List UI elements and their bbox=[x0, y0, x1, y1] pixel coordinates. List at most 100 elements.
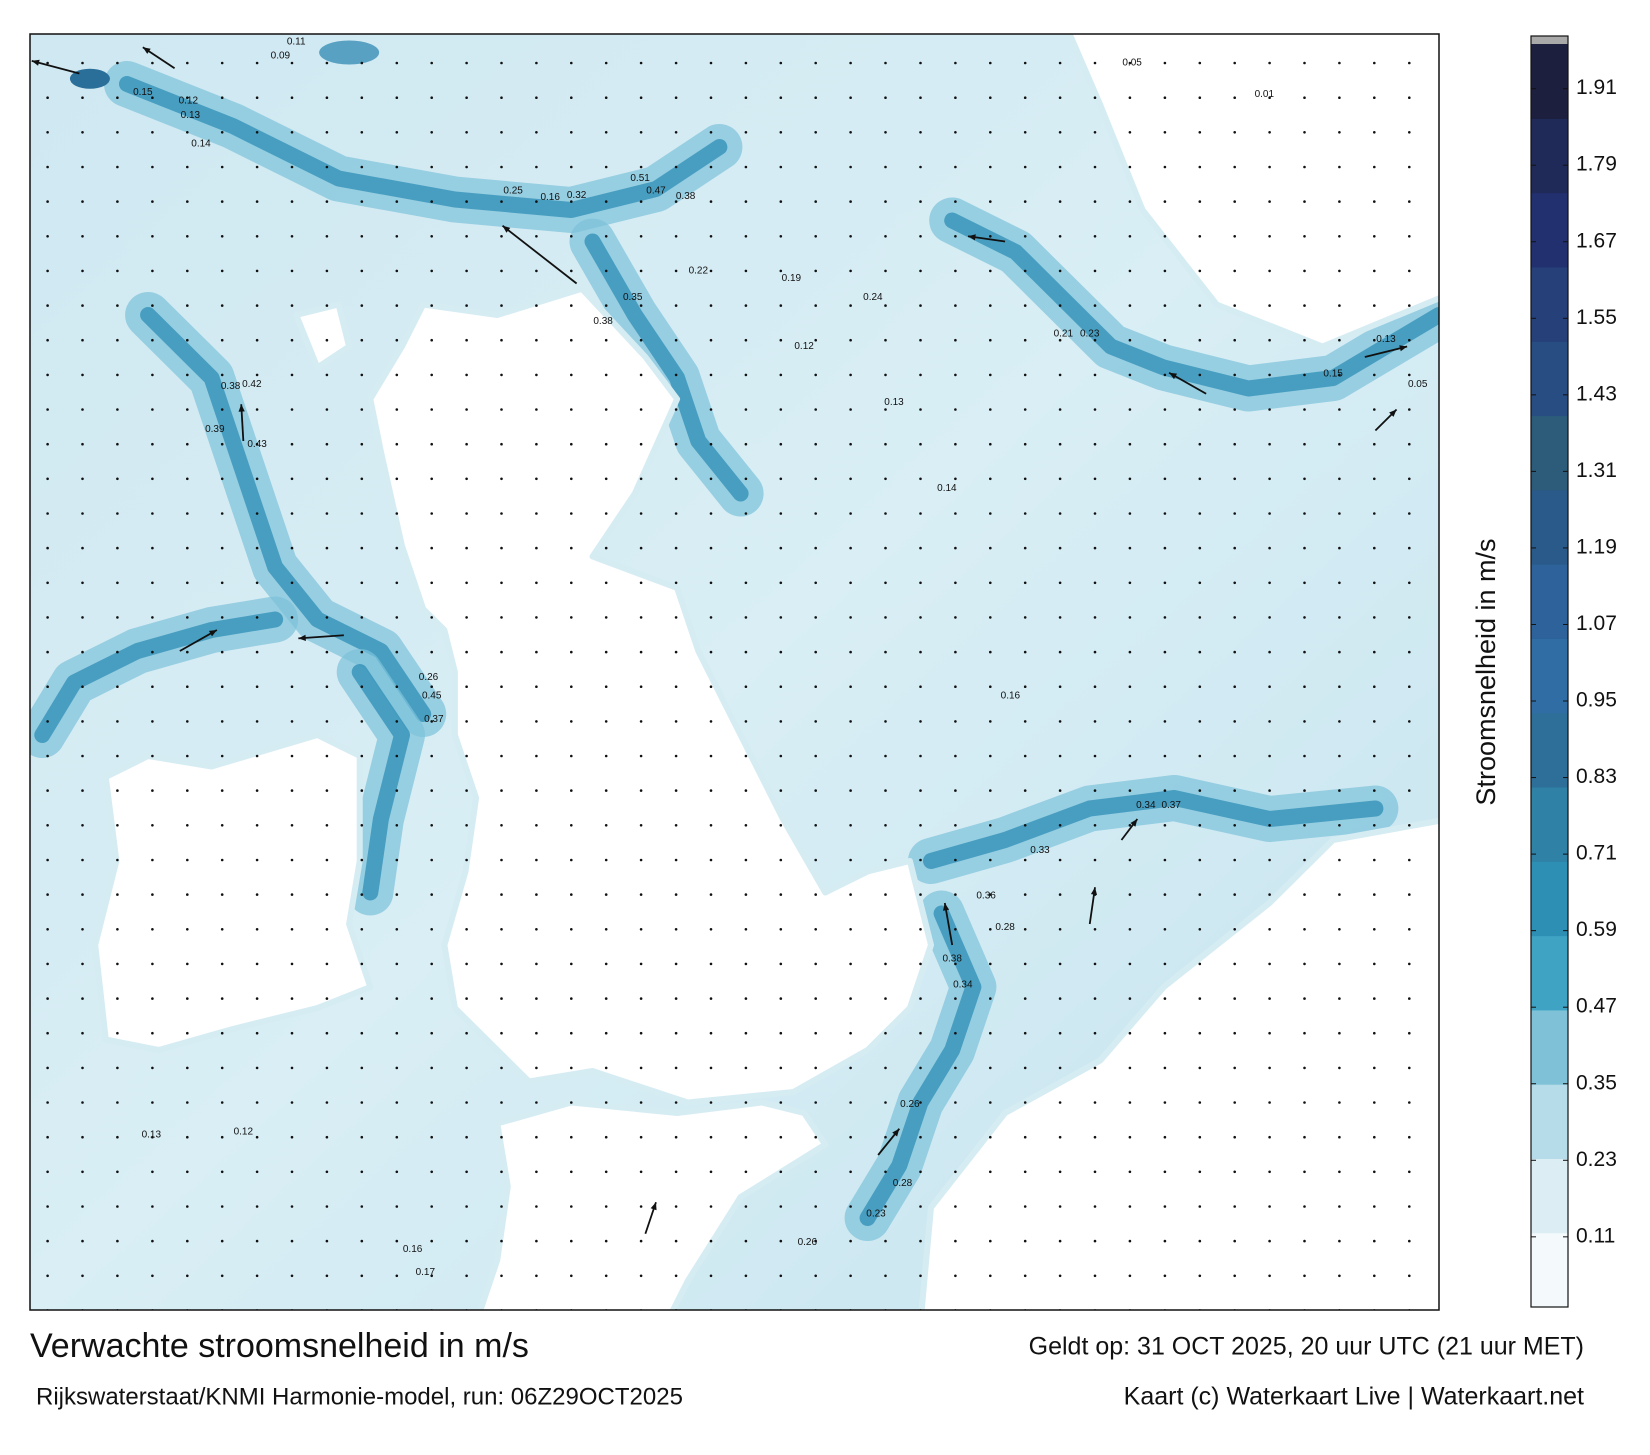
vector-dot bbox=[116, 1170, 119, 1174]
vector-dot bbox=[674, 1170, 678, 1174]
speed-label: 0.14 bbox=[191, 138, 211, 149]
vector-dot bbox=[151, 1274, 154, 1278]
vector-dot bbox=[1338, 754, 1341, 758]
vector-dot bbox=[116, 131, 119, 134]
vector-dot bbox=[1268, 200, 1271, 203]
vector-dot bbox=[884, 131, 887, 134]
vector-dot bbox=[465, 442, 468, 446]
vector-dot bbox=[1408, 754, 1411, 758]
vector-dot bbox=[1373, 1205, 1376, 1208]
vector-dot bbox=[500, 928, 503, 931]
vector-dot bbox=[884, 789, 887, 792]
vector-dot bbox=[430, 581, 434, 585]
colorbar-tick-label: 0.35 bbox=[1576, 1071, 1617, 1094]
vector-dot bbox=[465, 1031, 468, 1035]
vector-dot bbox=[954, 581, 957, 585]
vector-dot bbox=[1303, 928, 1306, 931]
vector-dot bbox=[290, 893, 294, 896]
vector-dot bbox=[1128, 1274, 1132, 1278]
vector-dot bbox=[186, 997, 189, 1000]
vector-dot bbox=[954, 61, 957, 65]
vector-dot bbox=[325, 546, 329, 550]
speed-label: 0.36 bbox=[976, 890, 996, 901]
vector-dot bbox=[709, 338, 713, 342]
vector-dot bbox=[290, 61, 294, 65]
vector-dot bbox=[744, 824, 748, 827]
vector-dot bbox=[325, 1066, 329, 1070]
vector-dot bbox=[186, 61, 189, 65]
vector-dot bbox=[570, 789, 573, 792]
vector-dot bbox=[1408, 824, 1411, 827]
vector-dot bbox=[884, 962, 887, 966]
vector-dot bbox=[814, 1205, 817, 1208]
vector-dot bbox=[1058, 893, 1062, 896]
vector-dot bbox=[709, 96, 713, 99]
vector-dot bbox=[500, 754, 503, 758]
vector-dot bbox=[116, 1135, 119, 1139]
vector-dot bbox=[884, 477, 887, 481]
vector-dot bbox=[1058, 235, 1062, 238]
vector-dot bbox=[465, 650, 468, 654]
vector-dot bbox=[1268, 1135, 1271, 1139]
vector-dot bbox=[1163, 373, 1167, 377]
vector-dot bbox=[744, 893, 748, 896]
vector-dot bbox=[849, 96, 852, 99]
vector-dot bbox=[989, 1101, 992, 1104]
vector-dot bbox=[1338, 789, 1341, 792]
vector-dot bbox=[639, 997, 643, 1000]
vector-dot bbox=[1233, 824, 1236, 827]
vector-dot bbox=[1198, 1031, 1202, 1035]
vector-dot bbox=[954, 1101, 957, 1104]
vector-dot bbox=[744, 131, 748, 134]
vector-dot bbox=[814, 546, 817, 550]
vector-dot bbox=[1408, 1239, 1411, 1243]
vector-dot bbox=[1303, 1135, 1306, 1139]
arrow-head bbox=[892, 1128, 900, 1137]
vector-dot bbox=[255, 962, 259, 966]
vector-dot bbox=[325, 96, 329, 99]
vector-dot bbox=[1268, 61, 1271, 65]
vector-dot bbox=[1163, 1031, 1167, 1035]
vector-dot bbox=[639, 304, 643, 307]
vector-dot bbox=[255, 824, 259, 827]
vector-dot bbox=[186, 581, 189, 585]
vector-dot bbox=[570, 1135, 573, 1139]
vector-dot bbox=[500, 165, 503, 169]
vector-dot bbox=[604, 546, 608, 550]
vector-dot bbox=[570, 200, 573, 203]
vector-dot bbox=[1198, 200, 1202, 203]
vector-dot bbox=[849, 754, 852, 758]
vector-dot bbox=[1163, 858, 1167, 862]
vector-dot bbox=[1023, 96, 1027, 99]
vector-dot bbox=[395, 61, 399, 65]
vector-dot bbox=[1408, 338, 1411, 342]
vector-dot bbox=[255, 408, 259, 411]
vector-dot bbox=[884, 304, 887, 307]
vector-dot bbox=[465, 1205, 468, 1208]
vector-dot bbox=[1268, 1170, 1271, 1174]
speed-label: 0.13 bbox=[181, 110, 201, 121]
vector-dot bbox=[989, 928, 992, 931]
vector-dot bbox=[81, 235, 84, 238]
vector-dot bbox=[744, 962, 748, 966]
vector-dot bbox=[395, 858, 399, 862]
vector-dot bbox=[849, 858, 852, 862]
vector-dot bbox=[744, 789, 748, 792]
vector-dot bbox=[1093, 1170, 1097, 1174]
arrow-head bbox=[968, 234, 976, 241]
vector-dot bbox=[395, 581, 399, 585]
vector-dot bbox=[1408, 408, 1411, 411]
vector-dot bbox=[81, 269, 84, 273]
vector-dot bbox=[1408, 1031, 1411, 1035]
vector-dot bbox=[954, 754, 957, 758]
vector-dot bbox=[116, 1066, 119, 1070]
vector-dot bbox=[1128, 235, 1132, 238]
vector-dot bbox=[500, 650, 503, 654]
vector-dot bbox=[360, 373, 364, 377]
vector-dot bbox=[884, 824, 887, 827]
vector-dot bbox=[1408, 1101, 1411, 1104]
vector-dot bbox=[570, 824, 573, 827]
vector-dot bbox=[989, 893, 992, 896]
vector-dot bbox=[500, 616, 503, 619]
vector-dot bbox=[709, 962, 713, 966]
